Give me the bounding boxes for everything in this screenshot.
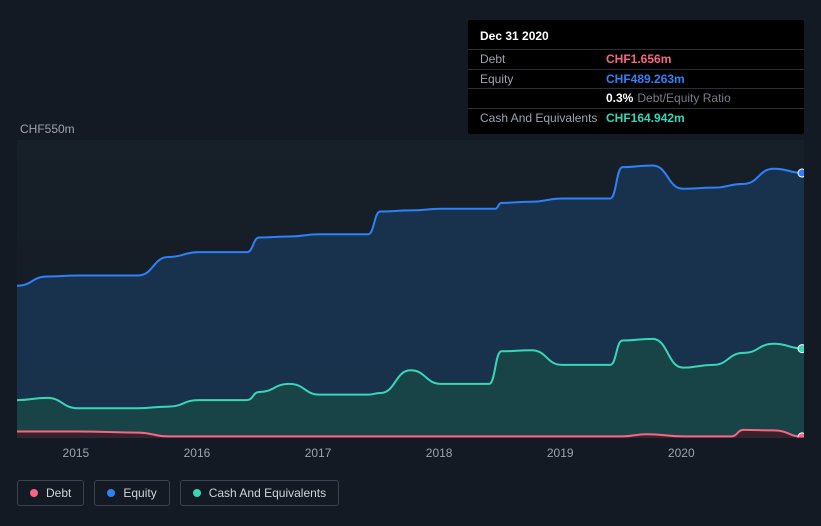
legend-label: Cash And Equivalents xyxy=(209,486,326,500)
chart-legend: Debt Equity Cash And Equivalents xyxy=(17,480,339,506)
tooltip-value: 0.3%Debt/Equity Ratio xyxy=(606,90,731,107)
legend-item-equity[interactable]: Equity xyxy=(94,480,169,506)
legend-item-cash-and-equivalents[interactable]: Cash And Equivalents xyxy=(180,480,339,506)
x-tick: 2016 xyxy=(184,446,211,460)
y-axis-max-label: CHF550m xyxy=(20,122,75,136)
chart-tooltip: Dec 31 2020 DebtCHF1.656mEquityCHF489.26… xyxy=(468,20,804,134)
tooltip-label xyxy=(480,90,606,107)
legend-dot-icon xyxy=(30,489,38,497)
legend-dot-icon xyxy=(193,489,201,497)
legend-item-debt[interactable]: Debt xyxy=(17,480,84,506)
tooltip-value: CHF1.656m xyxy=(606,51,671,68)
x-tick: 2020 xyxy=(668,446,695,460)
tooltip-sublabel: Debt/Equity Ratio xyxy=(637,91,730,105)
legend-label: Debt xyxy=(46,486,71,500)
x-tick: 2019 xyxy=(547,446,574,460)
legend-label: Equity xyxy=(123,486,156,500)
tooltip-date: Dec 31 2020 xyxy=(468,26,804,50)
chart-plot-area[interactable] xyxy=(17,140,804,438)
tooltip-label: Debt xyxy=(480,51,606,68)
x-tick: 2017 xyxy=(305,446,332,460)
tooltip-row: EquityCHF489.263m xyxy=(468,70,804,90)
chart-svg xyxy=(17,140,804,438)
x-tick: 2015 xyxy=(63,446,90,460)
tooltip-row: DebtCHF1.656m xyxy=(468,50,804,70)
tooltip-body: DebtCHF1.656mEquityCHF489.263m0.3%Debt/E… xyxy=(468,50,804,128)
tooltip-row: Cash And EquivalentsCHF164.942m xyxy=(468,109,804,128)
tooltip-value: CHF489.263m xyxy=(606,71,685,88)
tooltip-row: 0.3%Debt/Equity Ratio xyxy=(468,89,804,109)
legend-dot-icon xyxy=(107,489,115,497)
tooltip-label: Equity xyxy=(480,71,606,88)
x-tick: 2018 xyxy=(426,446,453,460)
tooltip-label: Cash And Equivalents xyxy=(480,110,606,127)
financial-chart: CHF550m CHF0 201520162017201820192020 De… xyxy=(0,0,821,526)
tooltip-value: CHF164.942m xyxy=(606,110,685,127)
